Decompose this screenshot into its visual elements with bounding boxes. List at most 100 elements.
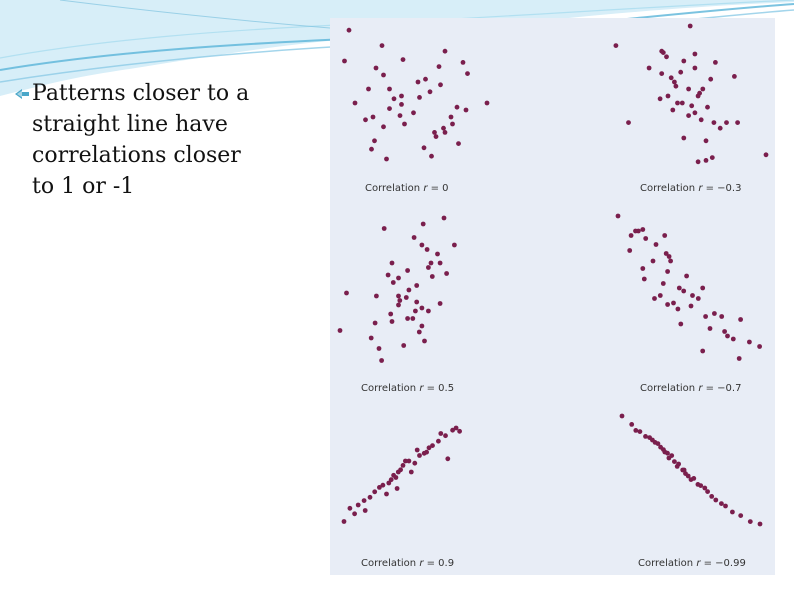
scatter-point [437,301,443,306]
scatter-point [366,86,371,92]
scatter-point [432,130,437,135]
scatter-point [460,60,466,65]
scatter-point [352,511,357,517]
scatter-point [665,269,670,274]
scatter-point [445,456,451,462]
scatter-point [619,413,625,419]
scatter-point [671,300,676,306]
scatter-point [725,333,730,339]
scatter-point [426,265,431,270]
scatter-point [665,302,670,307]
scatter-point [424,449,429,455]
scatter-point [681,467,687,473]
scatter-point [681,58,687,64]
scatter-point [429,153,434,159]
scatter-point [438,431,444,436]
scatter-point [394,486,400,491]
scatter-point [396,293,401,299]
scatter-point [453,425,459,431]
scatter-point [400,57,406,62]
scatter-point [427,89,433,95]
scatter-point [689,103,695,109]
scatter-point [662,233,668,238]
bullet-line-3: correlations closer [32,143,241,168]
scatter-point [695,296,701,301]
scatter-point [344,290,349,296]
scatter-point [641,276,647,282]
scatter-point [408,469,414,475]
scatter-point [415,79,421,85]
scatter-point [411,235,417,240]
scatter-point [653,242,659,247]
scatter-point [456,141,461,146]
scatter-point [399,93,404,99]
scatter-point [738,513,744,518]
scatter-point [615,213,621,219]
scatter-point [377,485,382,490]
scatter-point [430,443,435,448]
scatter-caption-1: Correlation r = 0 [365,183,449,194]
scatter-point [396,302,401,308]
scatter-point [690,293,695,298]
scatter-plot-6: Correlation r = −0.99 [619,413,763,569]
scatter-point [412,460,418,466]
scatterplot-grid: Correlation r = 0 Correlation r = −0.3 Cor… [337,23,769,569]
scatter-point [450,121,455,127]
scatter-plot-5: Correlation r = 0.9 [341,425,462,569]
scatter-point [428,260,434,266]
scatter-caption-3: Correlation r = 0.5 [361,383,454,394]
scatter-point [368,335,374,341]
scatter-point [670,107,676,113]
scatter-point [686,86,691,92]
scatter-point [436,64,442,69]
scatter-point [678,69,684,75]
scatter-point [672,79,677,85]
scatter-point [676,461,681,467]
scatter-point [613,43,619,48]
scatter-point [397,113,403,118]
scatter-point [698,483,704,488]
bullet-line-1: Patterns closer to a [32,81,250,106]
scatter-point [675,306,681,312]
scatter-point [657,293,663,298]
scatter-point [389,260,395,266]
scatter-point [372,138,377,144]
scatter-point [414,299,420,305]
scatter-point [687,23,693,29]
scatter-point [413,308,418,314]
scatter-point [401,343,407,348]
scatter-point [646,65,652,71]
scatter-point [678,321,684,327]
scatter-point [391,96,397,102]
scatter-point [465,71,470,76]
scatter-point [730,509,735,515]
scatter-point [384,491,389,497]
scatter-point [454,104,460,110]
scatter-point [655,441,661,446]
scatter-point [419,242,425,248]
scatter-point [352,100,358,106]
scatter-point [633,428,639,433]
scatter-point [713,60,718,65]
scatter-point [437,260,443,266]
scatter-point [700,285,706,291]
scatter-point [637,429,643,434]
scatter-point [484,100,490,106]
scatter-point [626,120,631,125]
scatter-point [387,106,392,111]
scatter-point [695,93,701,99]
scatter-point [426,308,431,314]
scatter-caption-5: Correlation r = 0.9 [361,558,454,569]
scatter-point [709,494,715,499]
scatter-point [444,271,449,276]
scatter-point [736,356,742,361]
scatter-point [747,519,753,524]
scatter-point [703,158,709,163]
scatter-point [376,346,382,351]
scatter-point [421,145,427,151]
scatter-point [665,450,670,456]
scatter-point [757,344,762,349]
scatter-point [393,475,399,480]
scatter-point [369,146,374,152]
scatter-point [346,27,352,33]
